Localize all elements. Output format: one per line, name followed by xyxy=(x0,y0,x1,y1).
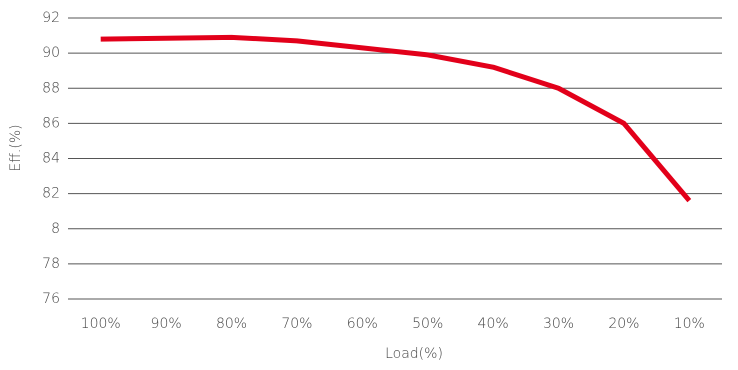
y-tick-label: 78 xyxy=(42,256,60,272)
y-tick-label: 88 xyxy=(42,80,60,96)
x-tick-label: 50% xyxy=(412,316,443,332)
x-tick-label: 60% xyxy=(347,316,378,332)
x-tick-label: 70% xyxy=(281,316,312,332)
y-tick-label: 86 xyxy=(42,115,60,131)
y-tick-label: 76 xyxy=(42,291,60,307)
y-axis-label: Eff.(%) xyxy=(8,124,24,171)
y-tick-label: 82 xyxy=(42,186,60,202)
x-tick-label: 80% xyxy=(216,316,247,332)
x-axis-label: Load(%) xyxy=(385,346,443,362)
x-tick-label: 30% xyxy=(543,316,574,332)
y-tick-label: 84 xyxy=(42,151,60,167)
x-tick-label: 20% xyxy=(608,316,639,332)
y-tick-label: 92 xyxy=(42,10,60,26)
x-tick-label: 90% xyxy=(151,316,182,332)
y-tick-label: 90 xyxy=(42,45,60,61)
x-tick-label: 40% xyxy=(478,316,509,332)
y-tick-label: 8 xyxy=(51,221,60,237)
x-tick-label: 100% xyxy=(81,316,121,332)
x-tick-label: 10% xyxy=(674,316,705,332)
data-line xyxy=(100,34,692,203)
